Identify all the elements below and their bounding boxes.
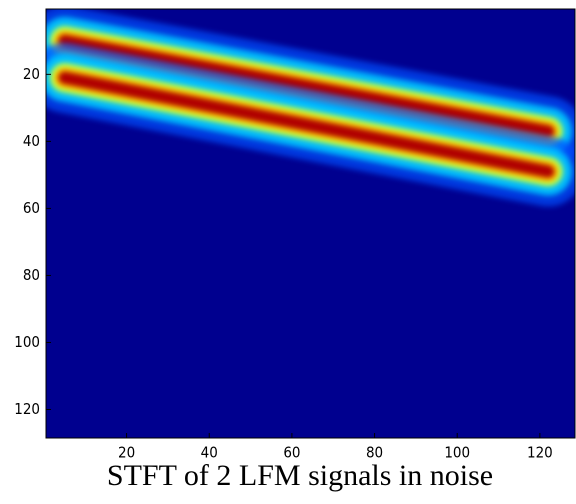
chart-title: STFT of 2 LFM signals in noise [107, 459, 493, 492]
y-tick-label: 20 [23, 65, 40, 83]
x-tick-label: 40 [201, 444, 218, 462]
x-tick-label: 80 [366, 444, 383, 462]
y-tick-label: 120 [14, 400, 40, 418]
y-tick-label: 60 [23, 199, 40, 217]
band-ridge [58, 71, 555, 179]
x-tick-label: 20 [118, 444, 135, 462]
y-tick-label: 40 [23, 132, 40, 150]
heatmap-layer [46, 9, 575, 207]
band-ridge [58, 34, 555, 138]
x-tick-label: 120 [527, 444, 553, 462]
y-tick-label: 100 [14, 333, 40, 351]
y-tick-label: 80 [23, 266, 40, 284]
x-tick-label: 100 [444, 444, 470, 462]
x-tick-label: 60 [283, 444, 300, 462]
axes-frame [45, 8, 576, 439]
